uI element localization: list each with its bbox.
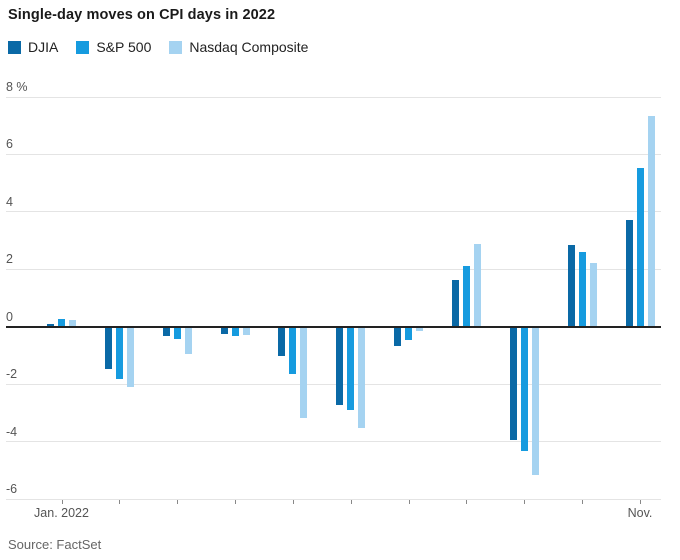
y-axis-tick-label: 0 [6, 309, 13, 324]
legend: DJIA S&P 500 Nasdaq Composite [8, 39, 308, 55]
bar-djia-10 [625, 220, 633, 327]
y-axis-tick-label: -6 [6, 482, 18, 496]
bar-nasdaq-composite-8 [531, 326, 539, 475]
gridline-y-6 [6, 153, 661, 155]
x-axis-tick-4 [292, 499, 294, 504]
legend-item-djia: DJIA [8, 39, 58, 55]
x-axis-tick-10 [640, 499, 641, 504]
x-axis-tick-7 [466, 499, 468, 504]
gridline-y--2 [6, 383, 661, 385]
bar-nasdaq-composite-0 [69, 320, 76, 327]
x-axis-tick-6 [408, 499, 410, 504]
y-axis-tick-label: 2 [6, 252, 13, 267]
bar-s-p-500-7 [462, 265, 470, 327]
bar-s-p-500-4 [289, 326, 297, 375]
bar-djia-7 [451, 279, 459, 327]
legend-item-nasdaq-composite: Nasdaq Composite [169, 39, 308, 55]
bar-djia-1 [104, 326, 112, 369]
bar-nasdaq-composite-6 [416, 326, 424, 331]
bar-nasdaq-composite-3 [242, 326, 250, 336]
bar-s-p-500-3 [231, 326, 239, 337]
bar-djia-9 [567, 245, 575, 327]
zero-baseline [6, 325, 661, 328]
bar-nasdaq-composite-7 [473, 243, 481, 327]
bar-nasdaq-composite-2 [184, 326, 192, 354]
gridline-y-8 [6, 96, 661, 98]
y-axis-tick-label: 4 [6, 194, 13, 209]
legend-swatch-icon [169, 40, 183, 54]
x-axis-label-jan-2022: Jan. 2022 [34, 506, 89, 520]
bar-djia-2 [162, 326, 170, 337]
x-axis-tick-2 [177, 499, 179, 504]
bar-djia-6 [394, 326, 402, 346]
y-axis-tick-label: 6 [6, 137, 13, 152]
legend-item-s-p-500: S&P 500 [76, 39, 151, 55]
x-axis-tick-8 [524, 499, 526, 504]
y-axis-tick-label: -2 [6, 367, 18, 382]
bar-s-p-500-9 [578, 252, 586, 327]
legend-label: Nasdaq Composite [189, 39, 309, 55]
x-axis-tick-5 [350, 499, 352, 504]
bar-nasdaq-composite-9 [589, 262, 597, 327]
chart-title: Single-day moves on CPI days in 2022 [8, 7, 276, 23]
gridline-y--6 [6, 498, 661, 500]
x-axis-label-nov-: Nov. [627, 506, 653, 520]
legend-label: S&P 500 [96, 39, 152, 55]
bar-s-p-500-6 [405, 326, 413, 340]
bar-djia-3 [220, 326, 228, 335]
source-note: Source: FactSet [8, 537, 102, 552]
bar-s-p-500-0 [58, 318, 65, 327]
y-axis-tick-label: 8 % [6, 80, 28, 94]
bar-s-p-500-5 [347, 326, 355, 411]
bar-djia-8 [509, 326, 517, 440]
y-axis-tick-label: -4 [6, 424, 18, 439]
bar-nasdaq-composite-5 [358, 326, 366, 428]
legend-label: DJIA [28, 39, 59, 55]
legend-swatch-icon [76, 40, 90, 54]
bar-s-p-500-1 [115, 326, 123, 379]
gridline-y-2 [6, 268, 661, 270]
bar-nasdaq-composite-10 [647, 115, 655, 327]
bar-djia-5 [336, 326, 344, 406]
bar-nasdaq-composite-4 [300, 326, 308, 418]
legend-swatch-icon [8, 40, 21, 54]
bar-s-p-500-10 [636, 167, 644, 327]
bar-s-p-500-2 [173, 326, 181, 340]
x-axis-tick-1 [119, 499, 121, 504]
x-axis-tick-3 [235, 499, 237, 504]
gridline-y--4 [6, 441, 661, 443]
bar-djia-4 [278, 326, 286, 356]
bar-djia-0 [47, 323, 54, 327]
bar-s-p-500-8 [520, 326, 528, 451]
x-axis-tick-9 [582, 499, 584, 504]
gridline-y-4 [6, 211, 661, 213]
x-axis-tick-0 [61, 499, 63, 504]
bar-nasdaq-composite-1 [126, 326, 134, 387]
